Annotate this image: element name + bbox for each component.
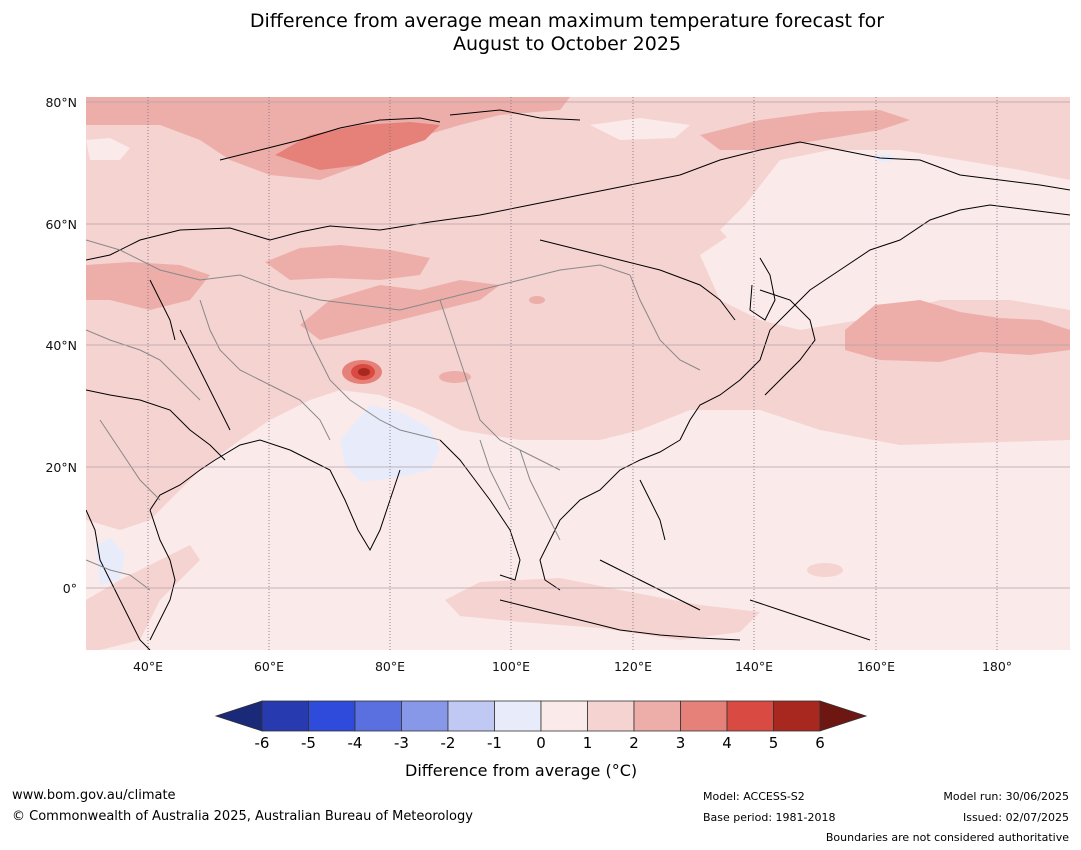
lat-label-80n: 80°N: [45, 95, 77, 110]
colorbar-segment: [680, 700, 728, 732]
colorbar-tick-label: 1: [583, 734, 593, 752]
colorbar-extend-low: [214, 700, 263, 732]
colorbar-segment: [447, 700, 495, 732]
colorbar-segment: [633, 700, 681, 732]
colorbar-tick-label: -1: [487, 734, 502, 752]
colorbar-extend-high: [819, 700, 868, 732]
website-link[interactable]: www.bom.gov.au/climate: [12, 788, 176, 803]
colorbar-segment: [354, 700, 402, 732]
meridian-gridlines: [147, 97, 998, 650]
band-2-to-3-arctic-east: [700, 110, 910, 150]
band-2-to-3-mongolia: [529, 296, 545, 304]
colorbar-segment: [308, 700, 356, 732]
base-period-text: Base period: 1981-2018: [703, 811, 836, 824]
colorbar-tick-label: -4: [348, 734, 363, 752]
colorbar-segment: [587, 700, 635, 732]
band-white-kamchatka: [917, 205, 953, 221]
band-2-to-3-siberia: [265, 245, 430, 280]
band-minus-1-east-africa: [96, 538, 125, 585]
colorbar-tick-label: -3: [394, 734, 409, 752]
title-line-2: August to October 2025: [452, 33, 682, 55]
colorbar-segment: [261, 700, 309, 732]
band-minus-1-india: [340, 405, 440, 482]
band-5-to-6-karakoram: [358, 368, 370, 376]
band-2-to-3-north-pacific: [845, 300, 1070, 362]
lon-label-60e: 60°E: [254, 659, 284, 674]
lat-label-20n: 20°N: [45, 460, 77, 475]
band-3-to-4-scandinavia-russia: [275, 122, 440, 170]
colorbar-tick-label: 2: [629, 734, 639, 752]
colorbar-tick-label: 3: [676, 734, 686, 752]
lon-label-40e: 40°E: [133, 659, 163, 674]
copyright-text: © Commonwealth of Australia 2025, Austra…: [12, 809, 473, 824]
disclaimer-text: Boundaries are not considered authoritat…: [825, 831, 1069, 844]
lat-label-0: 0°: [63, 581, 77, 596]
lon-label-180: 180°: [982, 659, 1012, 674]
lon-label-100e: 100°E: [492, 659, 530, 674]
lon-label-80e: 80°E: [375, 659, 405, 674]
colorbar-tick-label: -2: [441, 734, 456, 752]
title-line-1: Difference from average mean maximum tem…: [249, 10, 885, 32]
band-white-black-sea: [86, 138, 130, 160]
parallel-gridlines: [86, 101, 1070, 589]
colorbar-tick-label: 0: [536, 734, 546, 752]
country-boundaries: [86, 239, 701, 591]
colorbar-segment: [494, 700, 542, 732]
lat-label-60n: 60°N: [45, 217, 77, 232]
colorbar-tick-label: -6: [255, 734, 270, 752]
colorbar-tick-label: 6: [815, 734, 825, 752]
issued-text: Issued: 02/07/2025: [962, 811, 1069, 824]
colorbar: -6 -5 -4 -3 -2 -1 0 1 2 3 4 5 6: [214, 700, 868, 752]
lat-label-40n: 40°N: [45, 338, 77, 353]
lon-label-140e: 140°E: [735, 659, 773, 674]
chart-title: Difference from average mean maximum tem…: [0, 10, 1081, 56]
colorbar-segment: [540, 700, 588, 732]
lon-label-120e: 120°E: [614, 659, 652, 674]
colorbar-tick-label: -5: [301, 734, 316, 752]
colorbar-tick-label: 4: [722, 734, 732, 752]
longitude-labels: 40°E 60°E 80°E 100°E 120°E 140°E 160°E 1…: [133, 659, 1012, 674]
latitude-labels: 80°N 60°N 40°N 20°N 0°: [45, 95, 77, 596]
coastlines: [86, 109, 1070, 650]
band-1-to-2-south-arabia: [86, 545, 200, 650]
model-run-text: Model run: 30/06/2025: [943, 790, 1069, 803]
model-text: Model: ACCESS-S2: [703, 790, 805, 803]
colorbar-tick-label: 5: [769, 734, 779, 752]
colorbar-segment: [773, 700, 821, 732]
band-1-to-2-pacific-patch: [807, 563, 843, 577]
colorbar-segment: [726, 700, 774, 732]
band-1-to-2-equatorial: [445, 578, 760, 640]
band-white-arctic-ural: [590, 118, 690, 140]
band-white-east-siberia: [720, 150, 1070, 270]
colorbar-title: Difference from average (°C): [405, 761, 638, 780]
band-2-to-3-tibet: [439, 371, 471, 383]
temperature-anomaly-field: [86, 97, 1070, 650]
lon-label-160e: 160°E: [857, 659, 895, 674]
band-1-to-2: [86, 97, 1070, 530]
colorbar-segment: [401, 700, 449, 732]
